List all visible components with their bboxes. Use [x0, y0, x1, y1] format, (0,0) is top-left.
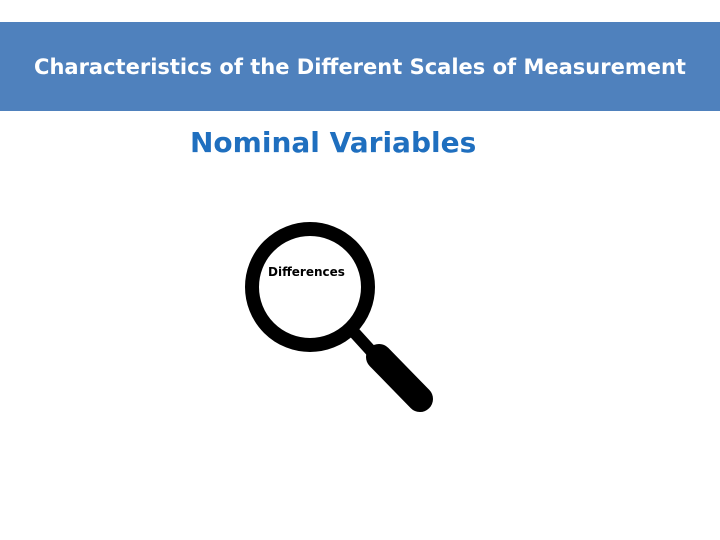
title-bar: Characteristics of the Different Scales …: [0, 22, 720, 111]
slide-title: Characteristics of the Different Scales …: [34, 54, 686, 79]
slide-subtitle: Nominal Variables: [190, 126, 477, 159]
magnifying-glass-icon: [245, 222, 433, 412]
magnifier-label: Differences: [268, 265, 345, 279]
